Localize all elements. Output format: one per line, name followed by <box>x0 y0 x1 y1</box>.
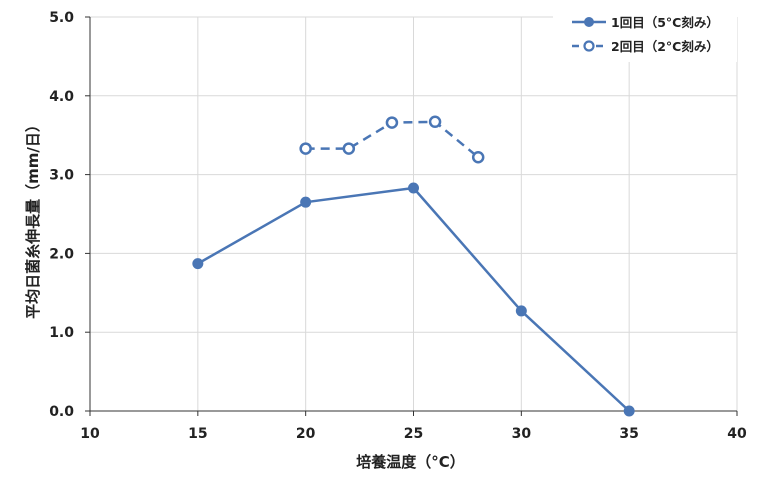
series-2 <box>299 115 485 164</box>
legend-box <box>553 10 737 62</box>
x-tick-label: 40 <box>727 426 747 442</box>
series-group <box>192 115 635 417</box>
data-point <box>299 142 312 155</box>
data-point <box>192 258 204 270</box>
x-tick-labels: 10 15 20 25 30 35 40 <box>80 426 747 442</box>
grid <box>90 16 738 411</box>
x-axis-title: 培養温度（°C） <box>356 453 465 471</box>
data-point <box>428 115 442 129</box>
x-tick-label: 15 <box>188 426 207 442</box>
x-tick-label: 25 <box>404 426 423 442</box>
axes <box>85 16 738 416</box>
legend-item: 1回目（5°C刻み） <box>572 15 719 30</box>
legend-label: 2回目（2°C刻み） <box>611 39 719 54</box>
legend-item: 2回目（2°C刻み） <box>572 39 719 54</box>
data-point <box>342 142 356 155</box>
y-tick-label: 4.0 <box>49 89 74 105</box>
data-point <box>471 151 485 164</box>
x-tick-label: 20 <box>296 426 316 442</box>
legend-label: 1回目（5°C刻み） <box>611 15 719 30</box>
x-tick-label: 30 <box>512 426 532 442</box>
data-point <box>408 182 419 194</box>
y-tick-label: 1.0 <box>49 325 74 341</box>
y-tick-label: 0.0 <box>49 404 74 420</box>
y-tick-labels: 0.0 1.0 2.0 3.0 4.0 5.0 <box>49 10 74 420</box>
y-tick-label: 2.0 <box>49 246 74 262</box>
y-tick-label: 5.0 <box>49 10 74 26</box>
legend: 1回目（5°C刻み） 2回目（2°C刻み） <box>553 10 737 62</box>
x-tick-label: 10 <box>80 426 100 442</box>
legend-swatch-marker <box>583 40 595 52</box>
data-point <box>300 196 312 208</box>
series-1 <box>192 182 635 417</box>
y-axis-title: 平均日菌糸伸長量（mm/日） <box>24 117 42 319</box>
y-tick-label: 3.0 <box>49 168 74 184</box>
data-point <box>623 405 635 417</box>
data-point <box>385 116 399 129</box>
data-point <box>515 305 527 317</box>
legend-swatch-marker <box>584 17 594 27</box>
x-tick-label: 35 <box>619 426 638 442</box>
